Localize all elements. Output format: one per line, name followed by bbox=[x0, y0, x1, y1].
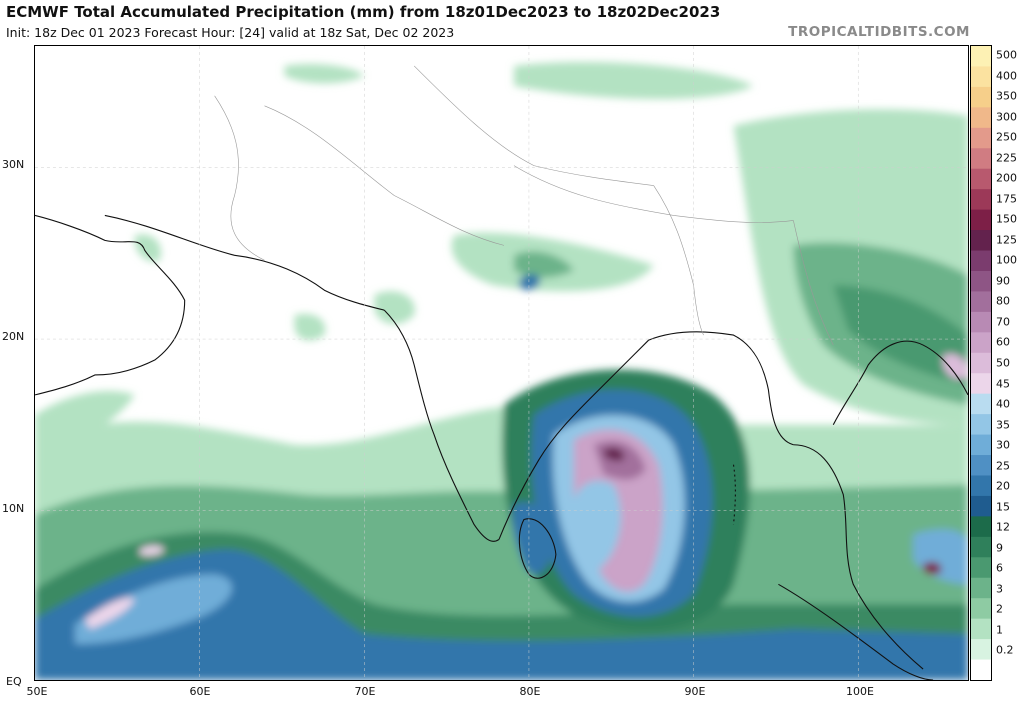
legend-label: 6 bbox=[996, 561, 1003, 575]
legend-label: 225 bbox=[996, 151, 1017, 165]
legend-label: 35 bbox=[996, 418, 1010, 432]
lon-label-90e: 90E bbox=[684, 685, 706, 698]
legend-swatch bbox=[971, 86, 991, 108]
legend-label: 3 bbox=[996, 582, 1003, 596]
legend-swatch bbox=[971, 148, 991, 170]
legend-swatch bbox=[971, 270, 991, 292]
legend-label: 1 bbox=[996, 623, 1003, 637]
legend-label: 175 bbox=[996, 192, 1017, 206]
legend-swatch bbox=[971, 352, 991, 374]
legend-swatch bbox=[971, 455, 991, 476]
legend-label: 500 bbox=[996, 48, 1017, 62]
legend-swatch bbox=[971, 434, 991, 456]
legend-label: 200 bbox=[996, 171, 1017, 185]
legend-label: 20 bbox=[996, 479, 1010, 493]
coastlines bbox=[35, 214, 968, 680]
legend-label: 12 bbox=[996, 520, 1010, 534]
legend-label: 45 bbox=[996, 377, 1010, 391]
legend-swatch bbox=[971, 189, 991, 211]
precipitation-field bbox=[35, 62, 968, 680]
map-title: ECMWF Total Accumulated Precipitation (m… bbox=[6, 3, 721, 21]
legend-label: 9 bbox=[996, 541, 1003, 555]
lat-label-30n: 30N bbox=[2, 158, 25, 171]
legend-swatch bbox=[971, 393, 991, 415]
legend-label: 400 bbox=[996, 69, 1017, 83]
legend-swatch bbox=[971, 66, 991, 88]
legend-label: 2 bbox=[996, 602, 1003, 616]
legend-swatch bbox=[971, 291, 991, 313]
legend-label: 90 bbox=[996, 274, 1010, 288]
lon-label-70e: 70E bbox=[354, 685, 376, 698]
lat-label-10n: 10N bbox=[2, 502, 25, 515]
legend-swatch bbox=[971, 311, 991, 333]
legend-swatch bbox=[971, 536, 991, 558]
legend-swatch bbox=[971, 557, 991, 579]
political-borders bbox=[214, 65, 834, 346]
legend-swatch bbox=[971, 127, 991, 149]
legend-label: 60 bbox=[996, 335, 1010, 349]
precipitation-map bbox=[34, 45, 969, 681]
legend-swatch bbox=[971, 577, 991, 599]
legend-label: 25 bbox=[996, 459, 1010, 473]
legend-label: 250 bbox=[996, 130, 1017, 144]
legend-swatch bbox=[971, 107, 991, 129]
lon-label-80e: 80E bbox=[519, 685, 541, 698]
legend-label: 50 bbox=[996, 356, 1010, 370]
legend-label: 300 bbox=[996, 110, 1017, 124]
legend-label: 350 bbox=[996, 89, 1017, 103]
legend-swatch bbox=[971, 516, 991, 538]
legend-swatch bbox=[971, 659, 991, 680]
legend-swatch bbox=[971, 618, 991, 640]
legend-swatch bbox=[971, 46, 991, 67]
legend-swatch bbox=[971, 475, 991, 497]
lat-label-20n: 20N bbox=[2, 330, 25, 343]
precipitation-legend bbox=[970, 45, 992, 681]
legend-swatch bbox=[971, 209, 991, 231]
legend-label: 0.2 bbox=[996, 643, 1014, 657]
brand-watermark: TROPICALTIDBITS.COM bbox=[788, 24, 970, 40]
legend-label: 30 bbox=[996, 438, 1010, 452]
legend-label: 125 bbox=[996, 233, 1017, 247]
legend-swatch bbox=[971, 250, 991, 272]
legend-swatch bbox=[971, 230, 991, 252]
legend-swatch bbox=[971, 414, 991, 436]
legend-swatch bbox=[971, 495, 991, 517]
graticule bbox=[35, 46, 968, 680]
lon-label-100e: 100E bbox=[846, 685, 874, 698]
legend-label: 70 bbox=[996, 315, 1010, 329]
legend-label: 150 bbox=[996, 212, 1017, 226]
legend-swatch bbox=[971, 639, 991, 661]
legend-swatch bbox=[971, 332, 991, 354]
legend-label: 80 bbox=[996, 294, 1010, 308]
lon-label-60e: 60E bbox=[189, 685, 211, 698]
forecast-info: Init: 18z Dec 01 2023 Forecast Hour: [24… bbox=[6, 25, 455, 40]
legend-label: 40 bbox=[996, 397, 1010, 411]
lon-label-50e: 50E bbox=[26, 685, 48, 698]
legend-swatch bbox=[971, 373, 991, 395]
legend-label: 15 bbox=[996, 500, 1010, 514]
legend-swatch bbox=[971, 168, 991, 190]
legend-swatch bbox=[971, 598, 991, 620]
lat-label-eq: EQ bbox=[6, 675, 22, 688]
legend-label: 100 bbox=[996, 253, 1017, 267]
